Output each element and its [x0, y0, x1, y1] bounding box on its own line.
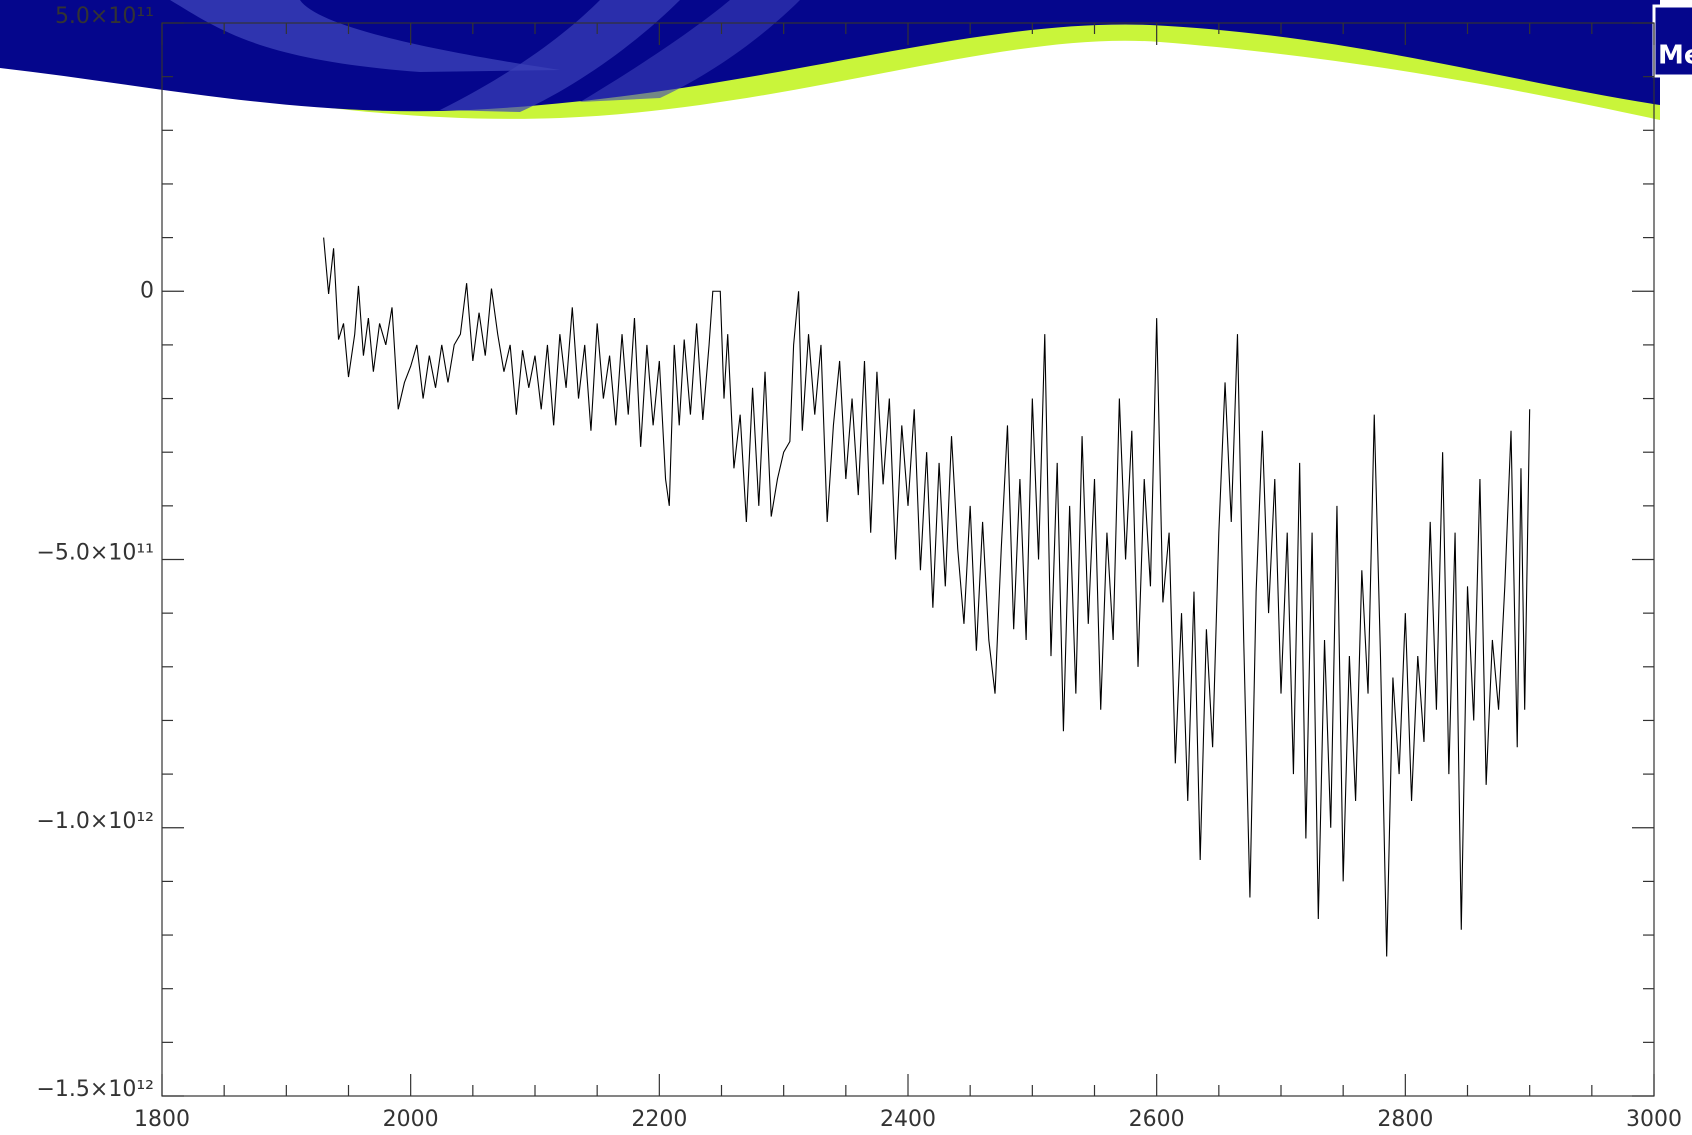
data-line	[323, 237, 1531, 957]
banner: Me	[0, 0, 1692, 120]
banner-band	[0, 0, 1660, 112]
banner-stripe	[170, 0, 560, 72]
x-tick-label: 2000	[383, 1107, 439, 1132]
y-tick-label: 5.0×10¹¹	[55, 4, 154, 29]
y-tick-label: 0	[140, 278, 154, 303]
banner-stripe	[580, 0, 800, 102]
x-tick-label: 2800	[1377, 1107, 1433, 1132]
y-tick-label: −5.0×10¹¹	[37, 541, 155, 566]
x-tick-label: 2200	[631, 1107, 687, 1132]
logo-text: Me	[1658, 41, 1692, 71]
x-tick-label: 2600	[1129, 1107, 1185, 1132]
y-tick-label: −1.5×10¹²	[37, 1077, 155, 1102]
x-tick-label: 2400	[880, 1107, 936, 1132]
banner-stripe	[440, 0, 680, 112]
x-tick-label: 3000	[1626, 1107, 1682, 1132]
x-tick-label: 1800	[134, 1107, 190, 1132]
plot-frame	[161, 22, 1655, 1097]
y-tick-label: −1.0×10¹²	[37, 809, 155, 834]
